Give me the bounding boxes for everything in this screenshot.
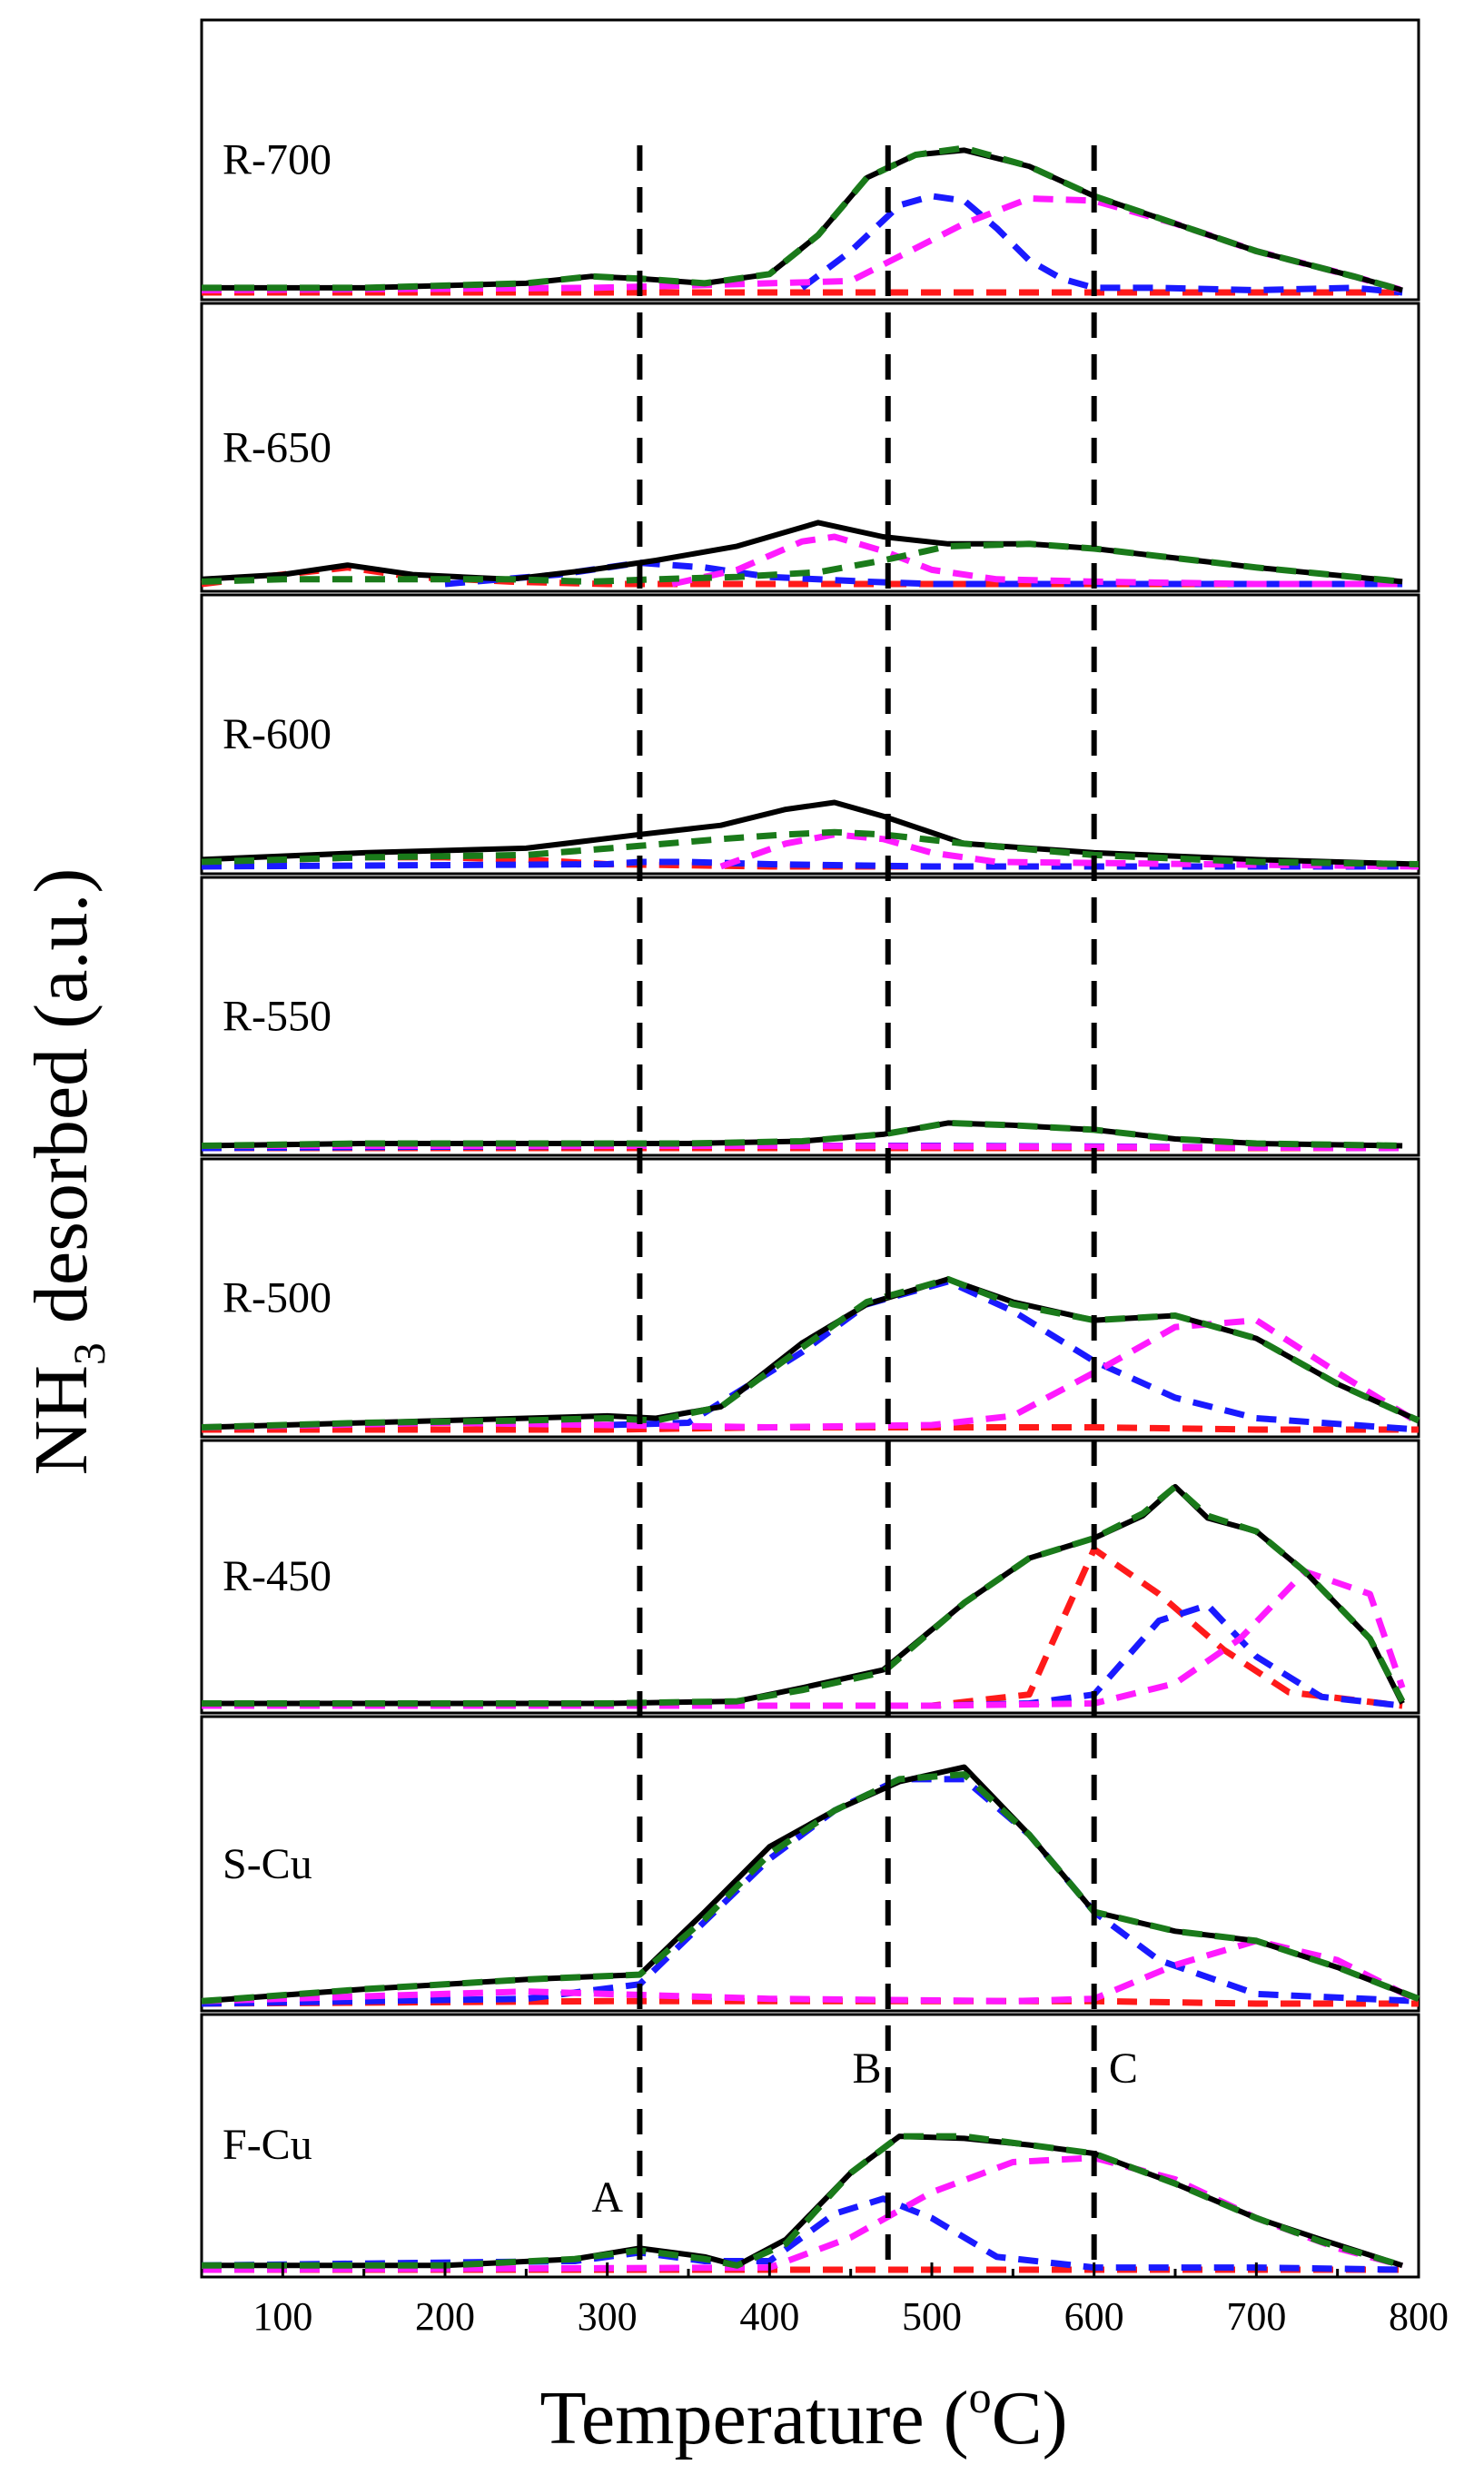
x-tick-label-200: 200 [415, 2294, 475, 2339]
series-fit-s-cu [201, 1771, 1420, 2005]
panel-label-r-650: R-650 [223, 423, 331, 471]
panel-frame [200, 1715, 1420, 2013]
series-peak-C-r-650 [671, 533, 1403, 588]
panel-frame [200, 593, 1420, 876]
x-axis-title: Temperature (oC) [539, 2371, 1067, 2460]
series-peak-B-s-cu [201, 1776, 1420, 2007]
annotation-b: B [853, 2044, 882, 2093]
panel-label-r-700: R-700 [223, 135, 331, 183]
series-peak-B-r-600 [201, 858, 1419, 870]
x-tick-label-400: 400 [739, 2294, 799, 2339]
panel-label-f-cu: F-Cu [223, 2121, 312, 2169]
panel-r-450: R-450 [200, 1439, 1420, 1715]
x-tick-label-700: 700 [1226, 2294, 1286, 2339]
y-axis-title-sub: 3 [64, 1342, 114, 1365]
reference-lines [637, 145, 1097, 2277]
x-axis: 100 200 300 400 500 600 700 800 [200, 2262, 1449, 2339]
x-tick-label-300: 300 [578, 2294, 638, 2339]
panel-frame [200, 302, 1420, 593]
panel-label-r-450: R-450 [223, 1552, 331, 1600]
panels-layer: R-700 R-650 R-600 R-550 R-500 R-450 S-Cu F-Cu [200, 18, 1420, 2279]
panel-label-r-600: R-600 [223, 710, 331, 758]
x-tick-label-500: 500 [902, 2294, 962, 2339]
panel-frame [200, 1157, 1420, 1439]
annotation-a: A [591, 2173, 623, 2222]
panel-r-550: R-550 [200, 876, 1420, 1157]
y-axis-title-pre: NH [19, 1365, 104, 1475]
series-fit-r-500 [201, 1275, 1420, 1430]
panel-r-700: R-700 [200, 18, 1420, 302]
y-axis-title-post: desorbed (a.u.) [19, 868, 104, 1342]
series-fit-r-600 [201, 828, 1420, 867]
panel-frame [200, 2013, 1420, 2279]
series-peak-C-r-500 [201, 1317, 1420, 1430]
panel-label-r-500: R-500 [223, 1273, 331, 1322]
panel-r-650: R-650 [200, 302, 1420, 593]
series-fit-r-450 [202, 1483, 1406, 1707]
annotations: A B C [591, 2044, 1138, 2222]
panel-f-cu: F-Cu [200, 2013, 1420, 2279]
panel-s-cu: S-Cu [200, 1715, 1420, 2013]
x-axis-title-main: Temperature ( [539, 2376, 968, 2460]
panel-frame [200, 18, 1420, 302]
panel-label-r-550: R-550 [223, 992, 331, 1040]
panel-r-600: R-600 [200, 593, 1420, 876]
series-peak-C-r-600 [719, 831, 1420, 870]
annotation-c: C [1109, 2044, 1138, 2093]
series-total-r-650 [201, 520, 1403, 585]
x-tick-label-600: 600 [1064, 2294, 1124, 2339]
panel-r-500: R-500 [200, 1157, 1420, 1439]
x-axis-title-sup: o [969, 2371, 992, 2422]
x-tick-label-100: 100 [252, 2294, 312, 2339]
panel-label-s-cu: S-Cu [223, 1840, 312, 1888]
series-fit-f-cu [202, 2133, 1404, 2269]
x-axis-title-tail: C) [992, 2376, 1068, 2460]
y-axis-title: NH3 desorbed (a.u.) [19, 868, 114, 1476]
series-fit-r-550 [201, 1119, 1403, 1149]
series-peak-C-r-450 [202, 1568, 1406, 1709]
x-tick-label-800: 800 [1389, 2294, 1449, 2339]
panel-frame [200, 1439, 1420, 1715]
panel-frame [200, 876, 1420, 1157]
series-fit-r-700 [202, 144, 1404, 293]
